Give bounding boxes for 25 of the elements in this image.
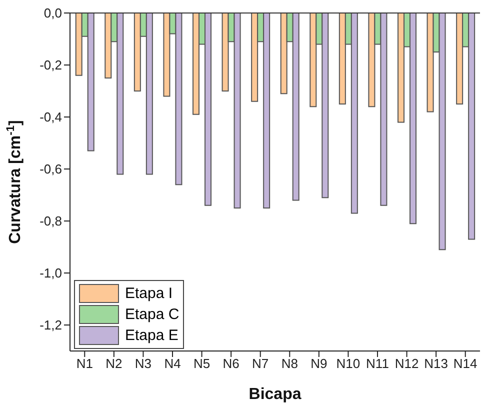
x-tick-label: N6 — [222, 356, 240, 372]
x-tick-label: N5 — [193, 356, 210, 372]
x-tick-label: N1 — [76, 356, 93, 372]
legend-label: Etapa E — [125, 327, 178, 344]
x-tick-label: N14 — [453, 356, 478, 372]
x-tick-label: N10 — [336, 356, 360, 372]
y-tick-label: -0,6 — [40, 162, 62, 177]
y-tick-label: -0,4 — [40, 110, 62, 125]
x-tick-label: N11 — [366, 356, 389, 372]
legend-label: Etapa I — [125, 285, 173, 302]
y-tick-label: -0,2 — [40, 58, 62, 73]
x-tick-label: N9 — [310, 356, 328, 372]
x-tick-label: N3 — [134, 356, 152, 372]
x-tick-label: N13 — [424, 356, 448, 372]
legend-label: Etapa C — [125, 306, 180, 323]
y-tick-label: -0,8 — [40, 214, 62, 229]
x-tick-label: N12 — [394, 356, 419, 372]
x-axis-title: Bicapa — [248, 386, 302, 403]
y-tick-label: -1,0 — [40, 266, 62, 281]
x-tick-label: N8 — [281, 356, 298, 372]
y-tick-label: 0,0 — [44, 6, 62, 21]
x-tick-label: N4 — [164, 356, 181, 372]
x-tick-label: N2 — [106, 356, 122, 372]
x-tick-label: N7 — [252, 356, 269, 372]
y-tick-label: -1,2 — [40, 318, 62, 333]
